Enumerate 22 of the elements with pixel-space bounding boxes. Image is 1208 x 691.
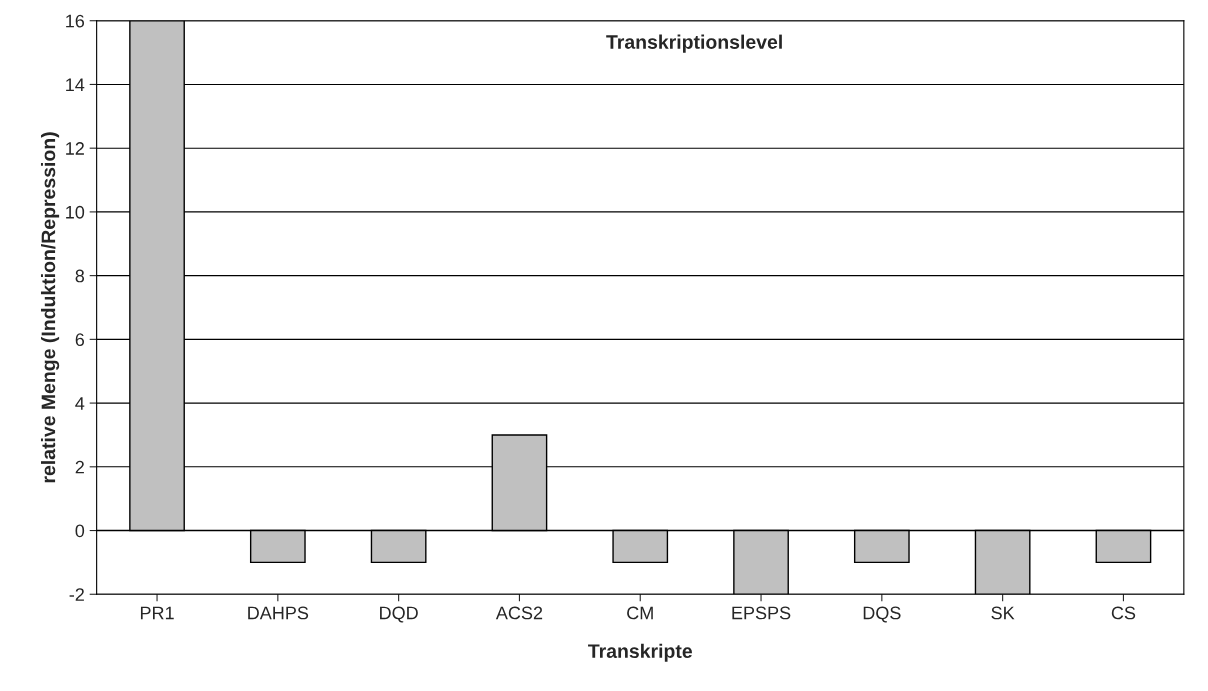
y-axis-title: relative Menge (Induktion/Repression) <box>40 132 60 483</box>
y-tick-label: 0 <box>75 524 85 538</box>
y-tick-label: 16 <box>66 14 85 28</box>
y-tick-label: 6 <box>75 333 85 347</box>
text: Transkriptionslevel <box>606 34 782 53</box>
y-tick-label: 8 <box>75 269 85 283</box>
x-tick-label: CM <box>627 606 653 620</box>
x-tick-label: PR1 <box>140 606 174 620</box>
x-tick-label: CS <box>1111 606 1136 620</box>
y-tick-label: 14 <box>66 78 85 91</box>
x-tick-label: SK <box>991 606 1015 620</box>
y-tick-label: -2 <box>69 588 84 601</box>
y-tick-label: 2 <box>75 460 84 474</box>
y-tick-label: 12 <box>66 142 84 155</box>
x-axis-title: Transkripte <box>588 643 692 662</box>
x-tick-label: DAHPS <box>248 606 309 620</box>
y-tick-label: 4 <box>75 397 85 410</box>
x-tick-label: DQD <box>380 606 418 623</box>
x-tick-label: DQS <box>863 606 901 623</box>
x-tick-label: ACS2 <box>495 606 543 620</box>
x-tick-label: EPSPS <box>732 606 791 620</box>
y-tick-label: 10 <box>66 205 85 219</box>
